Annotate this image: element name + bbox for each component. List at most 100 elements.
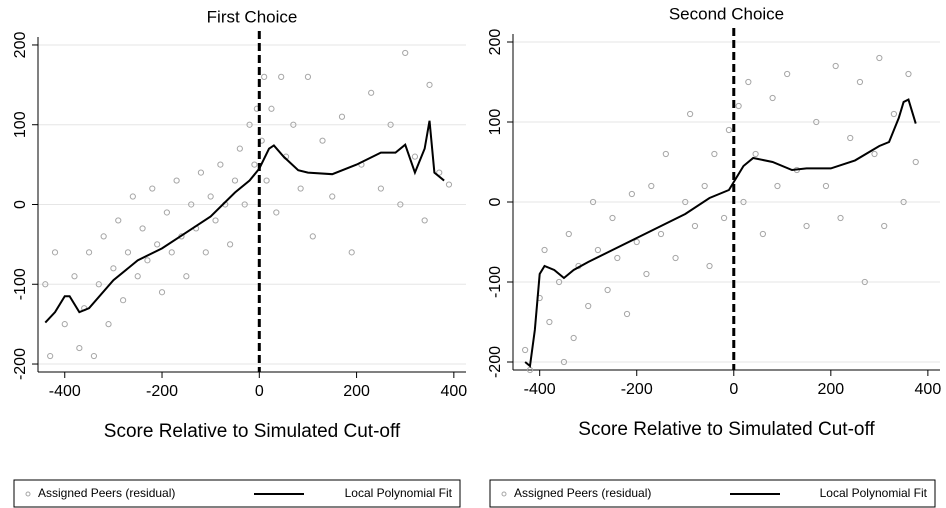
scatter-point — [263, 177, 270, 184]
scatter-point — [149, 185, 156, 192]
scatter-point — [541, 246, 548, 254]
x-tick-label: 200 — [343, 383, 370, 400]
scatter-point — [212, 217, 219, 224]
scatter-point — [752, 150, 759, 158]
scatter-point — [769, 94, 776, 102]
scatter-point — [309, 233, 316, 240]
scatter-point — [822, 182, 830, 190]
y-tick-label: 100 — [12, 111, 29, 138]
scatter-point — [725, 126, 733, 134]
scatter-point — [759, 230, 766, 238]
scatter-point — [338, 113, 346, 120]
scatter-point — [662, 150, 669, 158]
scatter-point — [61, 321, 68, 328]
scatter-point — [436, 169, 443, 176]
scatter-point — [368, 89, 375, 96]
scatter-point — [47, 352, 54, 360]
scatter-point — [105, 321, 112, 328]
scatter-point — [604, 286, 611, 294]
x-tick-label: -200 — [621, 381, 653, 398]
scatter-point — [526, 366, 534, 374]
scatter-point — [890, 110, 898, 118]
legend-box — [489, 479, 936, 508]
scatter-point — [565, 230, 572, 238]
scatter-point — [900, 198, 907, 206]
scatter-point — [304, 73, 312, 80]
scatter-point — [648, 182, 655, 190]
scatter-point — [594, 246, 602, 254]
scatter-point — [236, 145, 243, 152]
y-tick-label: -200 — [12, 348, 29, 380]
scatter-point — [589, 198, 597, 206]
scatter-point — [445, 181, 453, 188]
y-tick-label: 100 — [487, 109, 504, 136]
scatter-point — [197, 169, 205, 176]
scatter-point — [774, 182, 781, 190]
scatter-point — [643, 270, 650, 278]
scatter-point — [348, 249, 355, 256]
scatter-point — [144, 257, 151, 264]
scatter-point — [241, 201, 248, 208]
scatter-point — [139, 225, 146, 232]
scatter-point — [42, 281, 49, 288]
y-tick-label: 0 — [487, 197, 504, 206]
scatter-point — [881, 222, 888, 230]
scatter-point — [740, 198, 747, 206]
scatter-point — [387, 121, 394, 128]
scatter-point — [134, 273, 141, 280]
scatter-point — [278, 73, 285, 80]
scatter-point — [231, 177, 239, 184]
scatter-point — [803, 222, 810, 230]
scatter-point — [124, 249, 132, 256]
scatter-point — [100, 233, 107, 240]
scatter-point — [861, 278, 868, 286]
x-tick-label: 400 — [915, 381, 942, 398]
chart-title: First Choice — [207, 7, 298, 26]
scatter-point — [745, 78, 752, 86]
x-tick-label: 200 — [817, 381, 844, 398]
scatter-point — [202, 249, 209, 256]
legend-label: Local Polynomial Fit — [345, 486, 453, 500]
scatter-point — [261, 73, 268, 80]
scatter-point — [154, 241, 161, 248]
scatter-point — [784, 70, 791, 78]
scatter-point — [735, 102, 742, 110]
x-tick-label: 400 — [440, 383, 467, 400]
x-axis-label: Score Relative to Simulated Cut-off — [104, 421, 401, 442]
scatter-point — [115, 217, 122, 224]
x-tick-label: -200 — [146, 383, 178, 400]
scatter-point — [251, 161, 258, 168]
scatter-point — [720, 214, 728, 222]
scatter-point — [411, 153, 419, 160]
scatter-point — [273, 209, 280, 216]
y-tick-label: -200 — [487, 346, 504, 378]
legend-marker — [501, 491, 507, 497]
scatter-point — [168, 249, 175, 256]
scatter-point — [158, 289, 166, 296]
x-tick-label: 0 — [255, 383, 264, 400]
scatter-point — [691, 222, 699, 230]
scatter-point — [813, 118, 820, 126]
scatter-point — [633, 238, 640, 246]
scatter-point — [522, 346, 529, 354]
scatter-point — [76, 344, 83, 352]
legend-box — [13, 479, 461, 508]
scatter-point — [614, 254, 621, 262]
scatter-point — [51, 249, 59, 256]
scatter-point — [297, 185, 304, 192]
fit-line — [524, 98, 917, 368]
y-tick-label: 0 — [12, 200, 29, 209]
scatter-point — [188, 201, 195, 208]
scatter-point — [173, 177, 180, 184]
chart-title: Second Choice — [669, 4, 784, 23]
scatter-point — [129, 193, 136, 200]
legend-label: Local Polynomial Fit — [820, 486, 928, 500]
legend-label: Assigned Peers (residual) — [38, 486, 175, 500]
scatter-point — [657, 230, 665, 238]
scatter-point — [426, 81, 433, 88]
y-tick-label: -100 — [487, 266, 504, 298]
x-tick-label: 0 — [729, 381, 738, 398]
scatter-point — [183, 273, 190, 280]
fit-line — [44, 120, 445, 324]
